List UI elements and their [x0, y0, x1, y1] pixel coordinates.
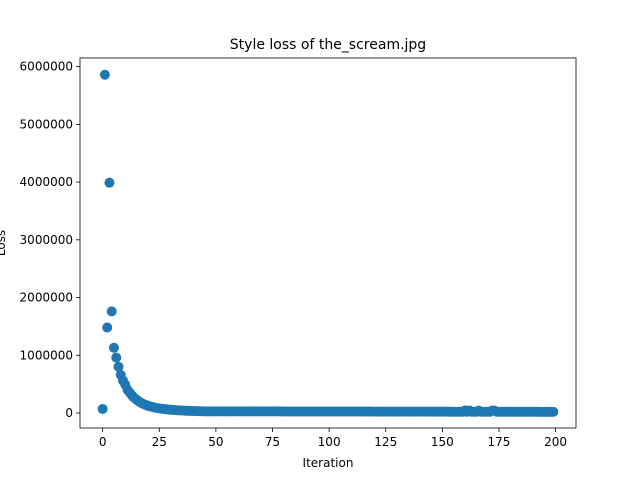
x-axis-ticks: 0 25 50 75 100 125 150 175 200	[99, 428, 567, 449]
x-tick-label: 175	[488, 435, 511, 449]
x-axis-label: Iteration	[303, 456, 354, 470]
data-point	[104, 177, 115, 188]
data-point	[108, 342, 119, 353]
x-tick-label: 50	[208, 435, 223, 449]
data-point	[548, 406, 559, 417]
data-point	[111, 352, 122, 363]
x-tick-label: 125	[374, 435, 397, 449]
y-tick-label: 6000000	[20, 60, 73, 74]
y-tick-label: 5000000	[20, 117, 73, 131]
y-axis-label: Loss	[0, 230, 8, 256]
data-point	[97, 403, 108, 414]
y-tick-label: 2000000	[20, 291, 73, 305]
y-tick-label: 0	[65, 406, 73, 420]
plot-frame	[79, 57, 577, 429]
data-point	[102, 322, 113, 333]
x-tick-label: 200	[544, 435, 567, 449]
y-tick-label: 3000000	[20, 233, 73, 247]
data-point	[99, 69, 110, 80]
x-tick-label: 150	[431, 435, 454, 449]
data-points	[97, 69, 559, 417]
x-tick-label: 0	[99, 435, 107, 449]
chart-title: Style loss of the_scream.jpg	[230, 37, 426, 53]
y-tick-label: 1000000	[20, 348, 73, 362]
data-point	[113, 361, 124, 372]
y-tick-label: 4000000	[20, 175, 73, 189]
y-axis-ticks: 0 1000000 2000000 3000000 4000000 5000000 6000…	[20, 60, 80, 420]
x-tick-label: 100	[318, 435, 341, 449]
x-tick-label: 25	[152, 435, 167, 449]
x-tick-label: 75	[265, 435, 280, 449]
data-point	[106, 306, 117, 317]
